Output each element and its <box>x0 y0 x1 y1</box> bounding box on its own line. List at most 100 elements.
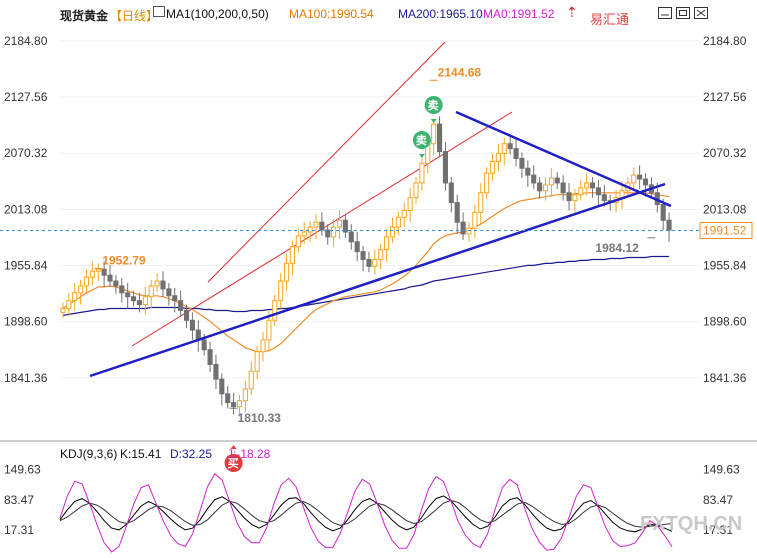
current-price-tag <box>699 222 753 240</box>
candle-body <box>666 219 672 231</box>
kdj-tick-left: 83.47 <box>4 493 34 507</box>
candle-body <box>242 388 248 402</box>
price-tick-left: 2070.32 <box>4 146 48 160</box>
candle-body <box>301 231 307 237</box>
trendline-descending <box>455 110 672 208</box>
ma100-readout: MA100:1990.54 <box>289 7 374 21</box>
candle-body <box>578 187 584 196</box>
candle-body <box>542 184 549 192</box>
candle-body <box>219 378 225 395</box>
candle-body <box>407 197 413 211</box>
candle-body <box>572 194 578 202</box>
price-tick-right: 1841.36 <box>703 371 747 385</box>
period-label[interactable]: 【日线】 <box>110 9 159 23</box>
price-tick-right: 2127.56 <box>703 90 747 104</box>
blue-trendlines <box>89 110 672 378</box>
ma0-readout: MA0:1991.52 <box>483 7 555 21</box>
sell-signal-label: 卖 <box>416 133 427 147</box>
indicator-icon[interactable] <box>153 6 165 17</box>
kdj-d-line <box>59 499 673 528</box>
sell-signal-arrow <box>418 154 425 158</box>
kdj-j-line <box>59 473 673 553</box>
candle-body <box>130 296 137 302</box>
chart-header: 现货黄金 【日线】 MA1(100,200,0,50) MA100:1990.5… <box>0 0 757 27</box>
candle-body <box>395 216 401 228</box>
red-rising-channel <box>131 41 513 347</box>
buy-signal-arrow <box>230 445 237 449</box>
candle-body <box>78 285 84 294</box>
candle-body <box>566 192 572 202</box>
candle-body <box>113 280 119 287</box>
candle-body <box>419 162 425 184</box>
candle-body <box>478 192 484 213</box>
candle-body <box>366 258 372 267</box>
sell-signal-badge <box>424 96 443 114</box>
candle-body <box>384 236 390 251</box>
candle-body <box>348 231 354 243</box>
candle-body <box>225 393 231 404</box>
trade-signals: 卖卖买 <box>224 96 443 472</box>
candle-body <box>372 258 378 267</box>
minimize-icon[interactable] <box>658 7 672 19</box>
kdj-axis: 149.63 149.63 83.47 83.47 17.31 17.31 KDJ(9,3,… <box>4 447 742 537</box>
price-tick-right: 1955.84 <box>703 259 747 273</box>
channel-upper-line <box>207 41 446 283</box>
candle-body <box>207 349 213 365</box>
candle-body <box>107 274 113 282</box>
candle-body <box>501 143 507 155</box>
candle-body <box>183 309 190 321</box>
candle-body <box>283 262 290 282</box>
candle-body <box>189 319 195 331</box>
annotation-swing: 1952.79 <box>102 254 146 268</box>
candle-body <box>595 187 602 196</box>
candle-body <box>266 319 272 341</box>
candle-body <box>448 182 454 204</box>
candle-body <box>213 363 219 380</box>
price-tick-left: 1955.84 <box>4 259 48 273</box>
kdj-j-readout: J:-18.28 <box>227 447 271 461</box>
candle-body <box>354 241 360 253</box>
kdj-tick-left: 149.63 <box>4 462 41 476</box>
candle-body <box>172 295 178 302</box>
kdj-tick-right: 17.31 <box>703 523 733 537</box>
close-icon[interactable] <box>694 7 708 19</box>
sell-signal-badge <box>412 131 431 149</box>
candle-body <box>331 226 337 238</box>
candle-body <box>278 280 284 302</box>
candle-body <box>531 174 537 184</box>
ma-settings-label[interactable]: MA1(100,200,0,50) <box>166 7 269 21</box>
candle-body <box>637 174 643 180</box>
candle-body <box>142 296 148 306</box>
current-price-label: 1991.52 <box>703 224 747 238</box>
candle-body <box>254 351 260 372</box>
restore-icon[interactable] <box>676 7 690 19</box>
candle-body <box>272 300 278 321</box>
kdj-k-line <box>59 495 673 533</box>
candle-body <box>584 182 590 189</box>
candle-body <box>466 227 472 235</box>
candle-body <box>89 270 95 278</box>
candle-body <box>160 280 166 290</box>
moving-average-lines <box>62 192 670 353</box>
candle-body <box>231 402 237 408</box>
sell-signal-arrow <box>430 119 437 123</box>
watermark: FXTQH.CN <box>640 513 742 535</box>
up-arrow-icon[interactable]: ⇡ <box>566 4 578 20</box>
price-tick-right: 2184.80 <box>703 34 747 48</box>
candle-body <box>325 229 331 238</box>
candle-body <box>307 226 313 233</box>
candle-body <box>631 174 637 184</box>
candle-body <box>166 288 172 297</box>
candle-body <box>454 202 460 223</box>
candle-body <box>436 123 443 153</box>
candle-body <box>101 268 107 276</box>
candle-body <box>601 194 607 202</box>
kdj-d-readout: D:32.25 <box>170 447 212 461</box>
candle-body <box>489 160 496 174</box>
price-tick-right: 2013.08 <box>703 202 747 216</box>
candle-body <box>319 221 325 231</box>
price-tick-left: 2127.56 <box>4 90 48 104</box>
candle-body <box>313 221 319 228</box>
price-tick-right: 2070.32 <box>703 146 747 160</box>
